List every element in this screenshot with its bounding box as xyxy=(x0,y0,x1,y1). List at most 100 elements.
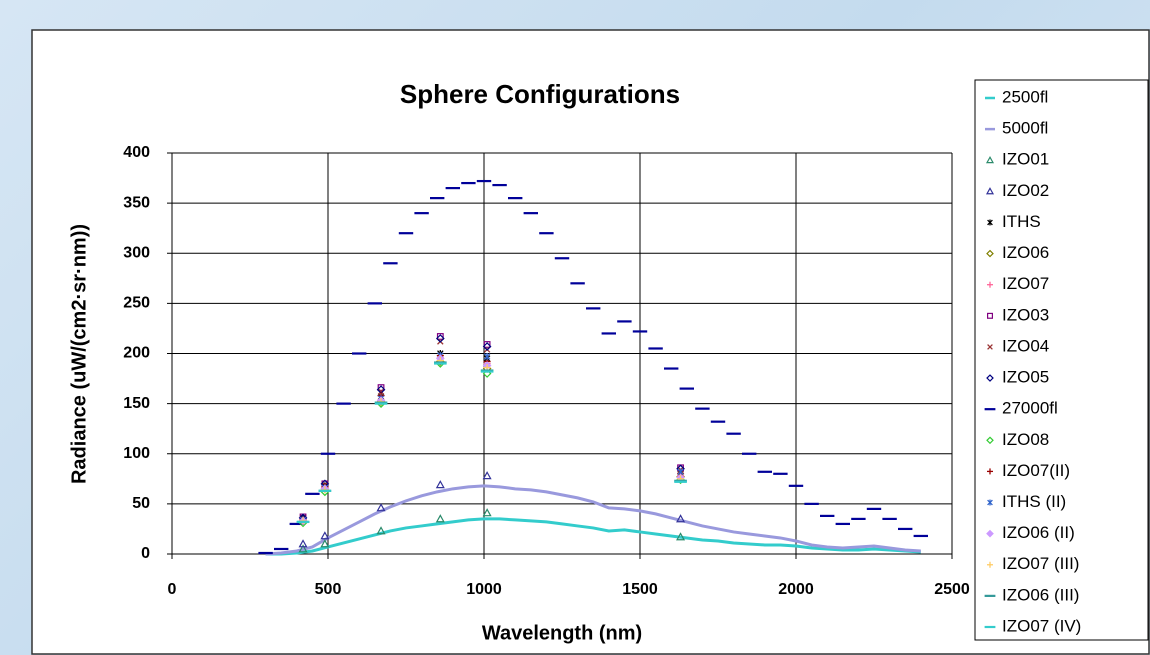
legend-label: IZO07 (III) xyxy=(1002,554,1079,573)
series-line xyxy=(265,517,921,556)
marker xyxy=(986,374,994,382)
legend-label: IZO05 xyxy=(1002,368,1049,387)
marker xyxy=(987,561,993,568)
legend-label: IZO04 xyxy=(1002,336,1049,355)
legend-label: IZO08 xyxy=(1002,430,1049,449)
marker xyxy=(676,532,686,541)
legend-label: IZO06 xyxy=(1002,243,1049,262)
marker xyxy=(435,514,445,523)
marker-part xyxy=(435,480,445,489)
y-tick-label: 50 xyxy=(132,495,150,512)
legend-label: IZO07 (IV) xyxy=(1002,616,1081,635)
legend-label: IZO06 (III) xyxy=(1002,585,1079,604)
x-tick-label: 2500 xyxy=(934,581,970,598)
x-axis-title: Wavelength (nm) xyxy=(482,622,642,644)
marker xyxy=(482,471,492,480)
x-tick-label: 1000 xyxy=(466,581,502,598)
marker-part xyxy=(482,508,492,517)
marker-part xyxy=(986,529,994,538)
legend-label: IZO03 xyxy=(1002,305,1049,324)
marker-part xyxy=(986,249,994,258)
y-tick-label: 100 xyxy=(123,445,150,462)
marker xyxy=(376,526,386,535)
marker xyxy=(298,544,308,553)
marker xyxy=(987,281,993,288)
series-line xyxy=(265,484,921,556)
marker-part xyxy=(986,436,994,445)
y-tick-label: 350 xyxy=(123,194,150,211)
marker-part xyxy=(676,514,686,523)
marker-part xyxy=(986,374,994,382)
y-tick-label: 200 xyxy=(123,345,150,362)
marker xyxy=(987,219,993,226)
legend-label: 2500fl xyxy=(1002,87,1048,106)
marker xyxy=(985,155,995,164)
legend-box xyxy=(974,79,1149,641)
legend-label: 5000fl xyxy=(1002,119,1048,138)
marker xyxy=(482,508,492,517)
y-axis-title: Radiance (uW/(cm2·sr·nm)) xyxy=(68,224,90,484)
x-tick-label: 2000 xyxy=(778,581,814,598)
marker-part xyxy=(985,187,995,195)
marker xyxy=(298,539,308,548)
marker-part xyxy=(298,539,308,548)
legend-label: IZO02 xyxy=(1002,181,1049,200)
marker-part xyxy=(436,333,444,340)
marker-part xyxy=(376,526,386,535)
marker xyxy=(436,333,444,340)
y-tick-label: 150 xyxy=(123,395,150,412)
legend-label: IZO07 xyxy=(1002,274,1049,293)
marker xyxy=(676,514,686,523)
marker xyxy=(986,529,994,538)
x-tick-label: 1500 xyxy=(622,581,658,598)
marker-part xyxy=(320,539,330,548)
y-tick-label: 250 xyxy=(123,295,150,312)
marker xyxy=(376,503,386,512)
marker xyxy=(377,388,385,395)
chart-area xyxy=(31,29,1150,655)
marker-part xyxy=(985,155,995,164)
marker xyxy=(987,499,993,506)
marker xyxy=(483,341,491,348)
legend-label: 27000fl xyxy=(1002,399,1058,418)
marker-part xyxy=(482,342,492,351)
y-tick-label: 300 xyxy=(123,244,150,261)
x-tick-label: 500 xyxy=(315,581,342,598)
y-tick-label: 0 xyxy=(141,545,150,562)
marker xyxy=(435,480,445,489)
legend-label: IZO07(II) xyxy=(1002,461,1070,480)
marker xyxy=(320,531,330,540)
marker-part xyxy=(483,341,491,348)
marker xyxy=(985,187,995,195)
marker-part xyxy=(320,531,330,540)
marker xyxy=(987,344,993,350)
marker xyxy=(482,342,492,351)
legend-label: ITHS (II) xyxy=(1002,492,1066,511)
marker-part xyxy=(377,388,385,395)
marker xyxy=(987,468,993,475)
chart-title: Sphere Configurations xyxy=(400,79,680,109)
y-tick-label: 400 xyxy=(123,144,150,161)
marker-part xyxy=(376,503,386,512)
marker-part xyxy=(298,544,308,553)
marker-part xyxy=(377,384,385,391)
marker-part xyxy=(435,334,445,343)
marker xyxy=(986,436,994,445)
legend-label: IZO06 (II) xyxy=(1002,523,1075,542)
marker-part xyxy=(482,471,492,480)
marker xyxy=(435,334,445,343)
marker-part xyxy=(986,312,993,319)
marker-part xyxy=(676,532,686,541)
marker-part xyxy=(987,344,993,350)
legend-label: IZO01 xyxy=(1002,150,1049,169)
marker xyxy=(320,539,330,548)
marker xyxy=(986,249,994,258)
marker xyxy=(986,312,993,319)
legend-label: ITHS xyxy=(1002,212,1041,231)
x-tick-label: 0 xyxy=(168,581,177,598)
marker-part xyxy=(435,514,445,523)
marker xyxy=(377,384,385,391)
marker xyxy=(483,353,491,361)
